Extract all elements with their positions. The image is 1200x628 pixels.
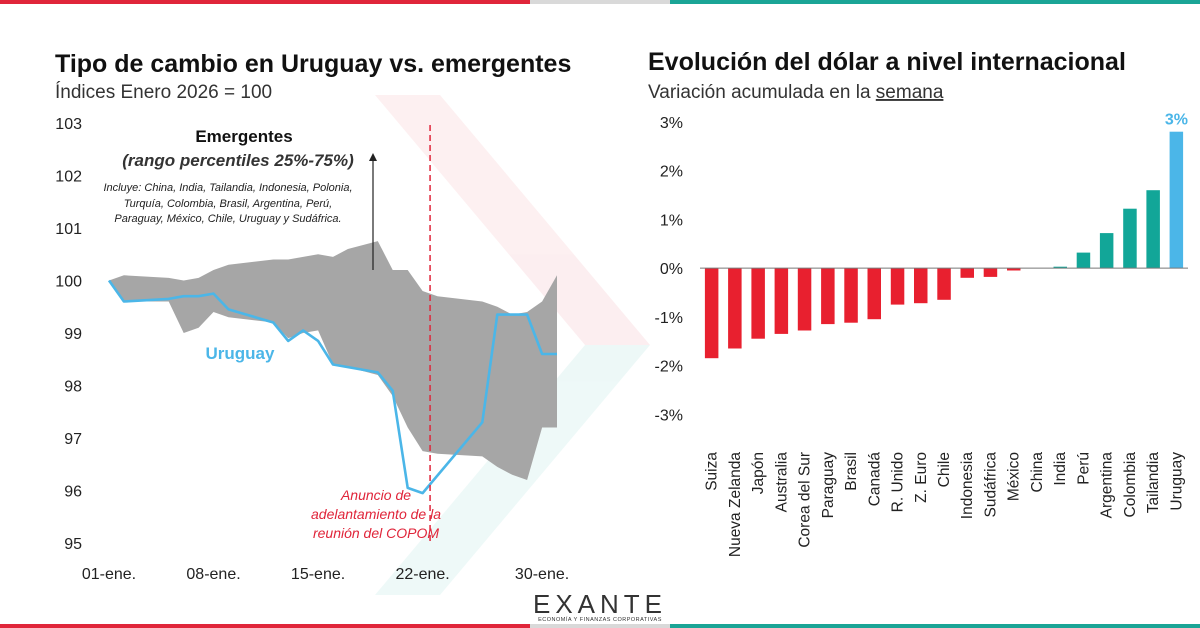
right-chart-title: Evolución del dólar a nivel internaciona… (648, 48, 1126, 76)
band-note-line-1: Incluye: China, India, Tailandia, Indone… (103, 182, 352, 194)
category-label: Brasil (843, 452, 860, 491)
band-legend-title: Emergentes (195, 127, 292, 146)
right-category-labels: Suiza Nueva Zelanda Japón Australia Corea de… (704, 452, 1186, 558)
left-x-tick-label: 30-ene. (515, 566, 569, 583)
top-stripe-teal (670, 0, 1200, 4)
bar-nueva-zelanda (728, 268, 742, 349)
category-label: Japón (750, 452, 767, 494)
bar-uruguay (1169, 131, 1184, 269)
bottom-stripe-red (0, 624, 530, 628)
bar-sudáfrica (983, 268, 998, 277)
category-label: Corea del Sur (797, 452, 814, 548)
bar-colombia (1123, 208, 1137, 269)
copom-annotation-line: Anuncio de (340, 487, 411, 503)
band-legend-subtitle: (rango percentiles 25%-75%) (122, 151, 354, 170)
category-label: Canadá (866, 452, 883, 507)
copom-annotation-line: adelantamiento de la (311, 506, 441, 522)
bar-z-euro (914, 268, 928, 304)
left-chart-title: Tipo de cambio en Uruguay vs. emergentes (55, 50, 571, 78)
right-chart-subtitle-prefix: Variación acumulada en la (648, 82, 876, 103)
bar-india (1053, 266, 1067, 269)
right-chart-subtitle: Variación acumulada en la semana (648, 82, 944, 103)
bar-tailandia (1146, 190, 1160, 269)
right-y-tick-label: -2% (655, 359, 683, 376)
left-y-tick-label: 96 (64, 484, 82, 501)
left-x-tick-label: 08-ene. (186, 566, 240, 583)
right-y-tick-label: 1% (660, 212, 683, 229)
left-y-tick-label: 103 (55, 116, 82, 133)
bar-australia (774, 268, 789, 334)
left-y-tick-label: 99 (64, 326, 82, 343)
left-chart-subtitle: Índices Enero 2026 = 100 (55, 82, 272, 103)
left-y-tick-label: 97 (64, 431, 82, 448)
bottom-stripe-teal (670, 624, 1200, 628)
category-label: Tailandia (1145, 452, 1162, 514)
category-label: India (1052, 452, 1069, 486)
logo-wordmark: EXANTE (533, 589, 667, 619)
bar-brasil (844, 268, 858, 323)
category-label: Suiza (704, 452, 721, 491)
left-y-tick-label: 100 (55, 274, 82, 291)
right-bars (704, 131, 1184, 359)
copom-annotation-line: reunión del COPOM (313, 525, 439, 541)
bottom-stripe-gray (530, 624, 670, 628)
dollar-evolution-chart: Evolución del dólar a nivel internaciona… (648, 48, 1188, 557)
band-note-line-2: Turquía, Colombia, Brasil, Argentina, Pe… (124, 198, 332, 210)
band-note-line-3: Paraguay, México, Chile, Uruguay y Sudáf… (114, 213, 341, 225)
exante-logo: EXANTE ECONOMÍA Y FINANZAS CORPORATIVAS (533, 589, 667, 623)
bar-japón (751, 268, 765, 339)
right-y-tick-label: -1% (655, 310, 683, 327)
category-label: Colombia (1122, 452, 1139, 518)
category-label: Argentina (1099, 452, 1116, 519)
bar-suiza (704, 268, 719, 359)
uruguay-line (107, 279, 557, 495)
left-x-tick-label: 01-ene. (82, 566, 136, 583)
category-label: Australia (773, 452, 790, 513)
bar-paraguay (821, 268, 835, 325)
category-label: Z. Euro (913, 452, 930, 503)
left-y-tick-label: 101 (55, 221, 82, 238)
bar-chile (937, 268, 951, 300)
uruguay-bar-value-label: 3% (1165, 112, 1188, 129)
category-label: Paraguay (820, 452, 837, 519)
left-y-axis: 95 96 97 98 99 100 101 102 103 (55, 116, 82, 553)
bar-perú (1076, 252, 1091, 269)
left-x-tick-label: 15-ene. (291, 566, 345, 583)
left-x-axis: 01-ene. 08-ene. 15-ene. 22-ene. 30-ene. (82, 566, 569, 583)
category-label: Perú (1075, 452, 1092, 485)
left-y-tick-label: 102 (55, 169, 82, 186)
bar-corea-del-sur (797, 268, 812, 331)
right-y-tick-label: 3% (660, 115, 683, 132)
uruguay-series-label: Uruguay (206, 344, 276, 363)
bar-méxico (1007, 268, 1021, 271)
right-y-tick-label: 0% (660, 261, 683, 278)
category-label: Nueva Zelanda (727, 452, 744, 558)
left-y-tick-label: 98 (64, 379, 82, 396)
top-stripe-gray (530, 0, 670, 4)
right-y-axis: -3% -2% -1% 0% 1% 2% 3% (655, 115, 683, 424)
bar-r-unido (890, 268, 905, 305)
category-label: R. Unido (890, 452, 907, 512)
category-label: China (1029, 452, 1046, 493)
bar-argentina (1099, 233, 1114, 269)
logo-tagline: ECONOMÍA Y FINANZAS CORPORATIVAS (538, 616, 662, 623)
band-legend-arrowhead (369, 153, 377, 161)
right-y-tick-label: -3% (655, 407, 683, 424)
right-chart-subtitle-underlined: semana (876, 82, 944, 103)
copom-annotation: Anuncio de adelantamiento de la reunión de… (311, 487, 441, 541)
category-label: México (1006, 452, 1023, 501)
top-stripe-red (0, 0, 530, 4)
left-x-tick-label: 22-ene. (395, 566, 449, 583)
category-label: Uruguay (1168, 452, 1185, 511)
right-y-tick-label: 2% (660, 164, 683, 181)
bar-canadá (867, 268, 881, 320)
left-y-tick-label: 95 (64, 536, 82, 553)
exchange-rate-chart: Tipo de cambio en Uruguay vs. emergentes… (55, 50, 571, 583)
category-label: Indonesia (959, 452, 976, 520)
bar-indonesia (960, 268, 974, 278)
category-label: Chile (936, 452, 953, 487)
category-label: Sudáfrica (983, 452, 1000, 518)
